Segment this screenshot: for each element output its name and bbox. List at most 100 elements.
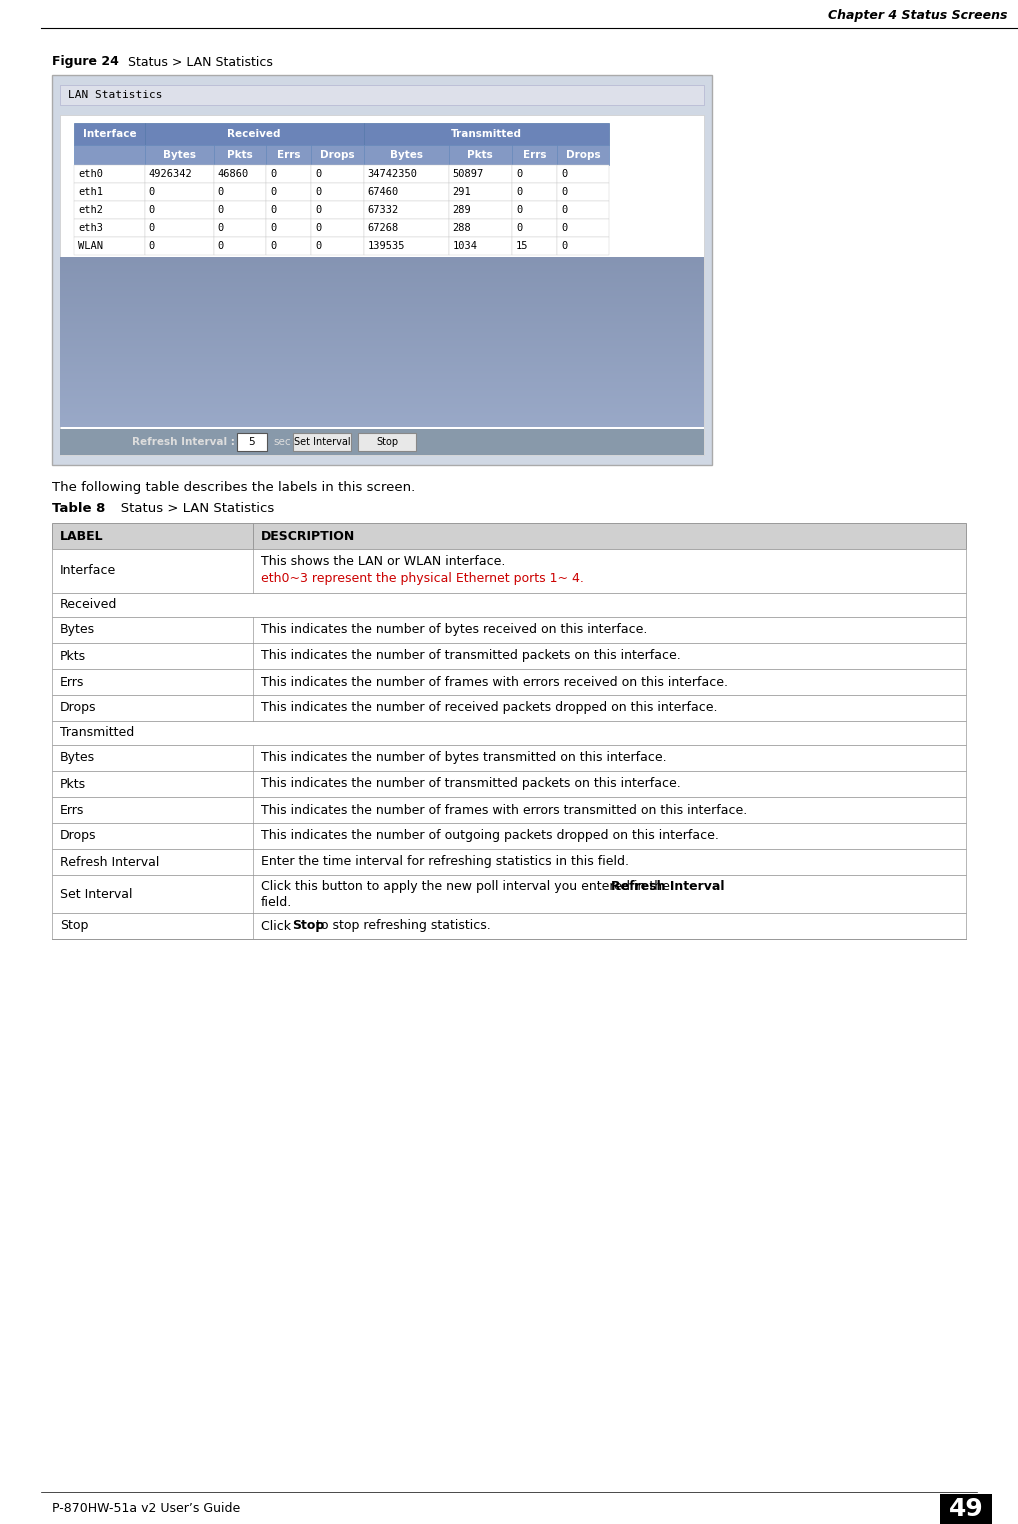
Text: Errs: Errs [277, 149, 300, 160]
Bar [312, 183, 363, 201]
Text: Refresh Interval: Refresh Interval [60, 855, 160, 869]
Bar [363, 145, 449, 165]
Text: sec: sec [273, 437, 290, 447]
Bar [74, 219, 145, 238]
Text: The following table describes the labels in this screen.: The following table describes the labels… [52, 480, 415, 494]
Text: 50897: 50897 [453, 169, 484, 178]
Bar [512, 183, 557, 201]
Bar [512, 201, 557, 219]
Text: Bytes: Bytes [60, 623, 95, 637]
Bar [52, 849, 966, 875]
Bar [52, 523, 966, 549]
Bar [266, 238, 312, 255]
Bar [52, 643, 966, 669]
Bar [557, 238, 610, 255]
Text: 291: 291 [453, 187, 471, 197]
Bar [214, 219, 266, 238]
Bar [214, 238, 266, 255]
Bar [145, 165, 214, 183]
Bar [312, 165, 363, 183]
Text: 0: 0 [561, 187, 567, 197]
Bar [145, 219, 214, 238]
Bar [52, 875, 966, 913]
Text: 0: 0 [316, 223, 322, 233]
Bar [52, 593, 966, 617]
Text: Pkts: Pkts [60, 777, 87, 791]
Text: Errs: Errs [60, 803, 84, 817]
Bar [557, 219, 610, 238]
Text: 289: 289 [453, 206, 471, 215]
Text: 0: 0 [270, 206, 277, 215]
Bar [358, 433, 416, 451]
Bar [145, 123, 363, 145]
Text: to stop refreshing statistics.: to stop refreshing statistics. [313, 919, 492, 933]
Bar [512, 238, 557, 255]
Text: 0: 0 [516, 223, 522, 233]
Bar [557, 145, 610, 165]
Text: 0: 0 [316, 169, 322, 178]
Bar [363, 201, 449, 219]
Bar [449, 165, 512, 183]
Text: Refresh Interval :: Refresh Interval : [132, 437, 235, 447]
Text: 0: 0 [316, 206, 322, 215]
Text: eth3: eth3 [78, 223, 103, 233]
Text: Click: Click [261, 919, 295, 933]
Text: Errs: Errs [60, 675, 84, 689]
Text: Bytes: Bytes [60, 751, 95, 765]
Bar [60, 428, 704, 456]
Bar [557, 183, 610, 201]
Bar [363, 165, 449, 183]
Bar [449, 183, 512, 201]
Bar [52, 75, 712, 465]
Text: WLAN: WLAN [78, 241, 103, 251]
Text: 1034: 1034 [453, 241, 477, 251]
Text: 0: 0 [561, 223, 567, 233]
Bar [312, 219, 363, 238]
Text: Table 8: Table 8 [52, 503, 106, 515]
Bar [363, 183, 449, 201]
Bar [60, 85, 704, 105]
Bar [52, 771, 966, 797]
Bar [74, 238, 145, 255]
Text: 0: 0 [561, 241, 567, 251]
Text: 0: 0 [516, 169, 522, 178]
Text: eth2: eth2 [78, 206, 103, 215]
Text: Interface: Interface [82, 130, 136, 139]
Bar [512, 219, 557, 238]
Text: eth0~3 represent the physical Ethernet ports 1~ 4.: eth0~3 represent the physical Ethernet p… [261, 573, 584, 585]
Bar [266, 219, 312, 238]
Text: 0: 0 [218, 187, 224, 197]
Bar [363, 219, 449, 238]
Text: This indicates the number of bytes transmitted on this interface.: This indicates the number of bytes trans… [261, 751, 667, 765]
Text: P-870HW-51a v2 User’s Guide: P-870HW-51a v2 User’s Guide [52, 1501, 240, 1515]
Text: 0: 0 [270, 241, 277, 251]
Text: LABEL: LABEL [60, 529, 104, 543]
Bar [145, 201, 214, 219]
Text: Status > LAN Statistics: Status > LAN Statistics [108, 503, 274, 515]
Bar [449, 238, 512, 255]
Text: eth0: eth0 [78, 169, 103, 178]
Bar [363, 238, 449, 255]
Bar [52, 695, 966, 721]
Bar [214, 201, 266, 219]
Bar [52, 797, 966, 823]
Bar [237, 433, 267, 451]
Text: 0: 0 [149, 241, 155, 251]
Bar [449, 219, 512, 238]
Text: Stop: Stop [376, 437, 398, 447]
Text: This shows the LAN or WLAN interface.: This shows the LAN or WLAN interface. [261, 555, 509, 568]
Text: Received: Received [227, 130, 281, 139]
Text: Drops: Drops [60, 829, 97, 843]
Bar [312, 201, 363, 219]
Text: Set Interval: Set Interval [60, 887, 132, 901]
Text: 34742350: 34742350 [367, 169, 417, 178]
Text: 139535: 139535 [367, 241, 405, 251]
Text: Enter the time interval for refreshing statistics in this field.: Enter the time interval for refreshing s… [261, 855, 629, 869]
Bar [52, 549, 966, 593]
Text: Drops: Drops [320, 149, 354, 160]
Bar [60, 114, 704, 456]
Text: Bytes: Bytes [163, 149, 195, 160]
Text: Drops: Drops [566, 149, 601, 160]
Bar [145, 238, 214, 255]
Text: 67460: 67460 [367, 187, 399, 197]
